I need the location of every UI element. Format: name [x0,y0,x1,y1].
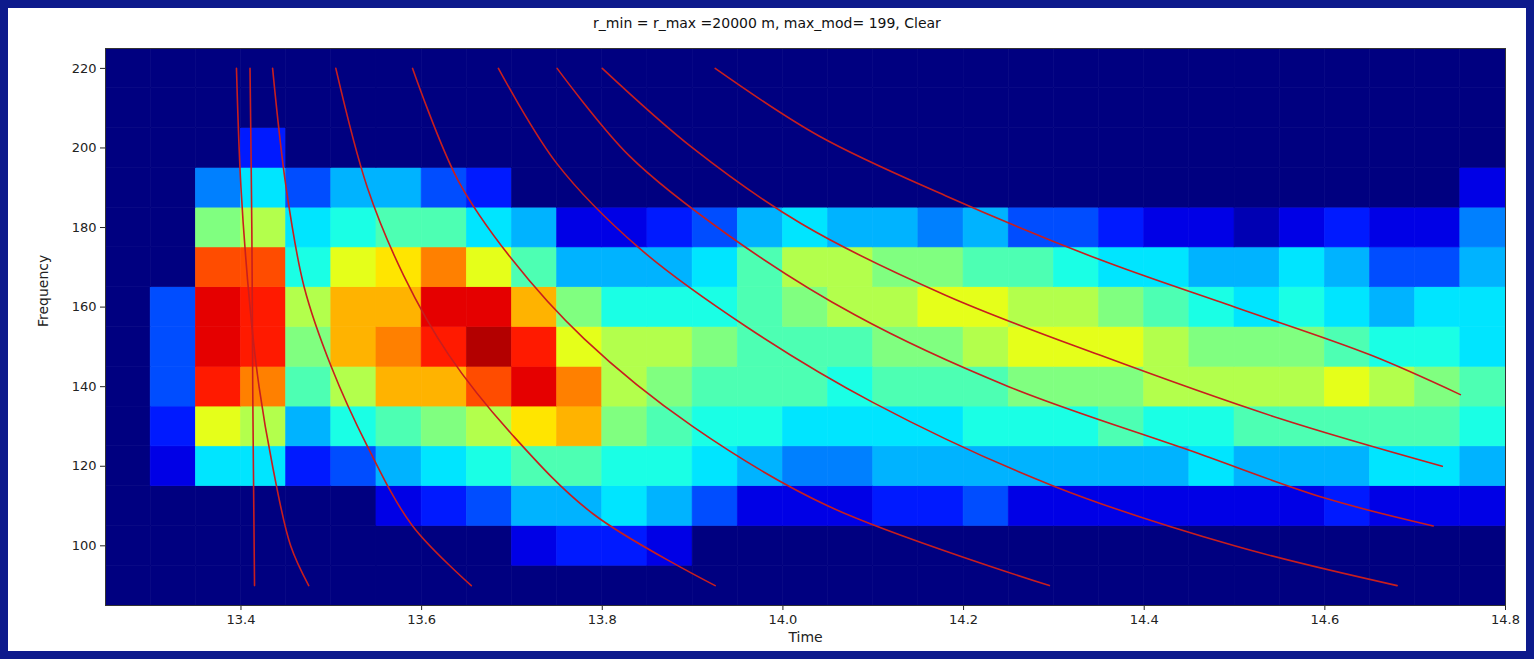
svg-text:200: 200 [72,140,97,155]
svg-text:140: 140 [72,379,97,394]
svg-text:160: 160 [72,299,97,314]
svg-text:14.8: 14.8 [1491,612,1520,627]
svg-text:220: 220 [72,61,97,76]
svg-text:180: 180 [72,220,97,235]
svg-text:14.2: 14.2 [949,612,978,627]
svg-text:13.6: 13.6 [407,612,436,627]
svg-text:14.4: 14.4 [1130,612,1159,627]
svg-text:120: 120 [72,458,97,473]
svg-text:Time: Time [787,629,822,645]
svg-text:13.4: 13.4 [227,612,256,627]
svg-text:14.6: 14.6 [1310,612,1339,627]
html-text:r_min = r_max =20000 m, max_mo: r_min = r_max =20000 m, max_mod= 199, Cl… [593,15,941,31]
svg-text:14.0: 14.0 [768,612,797,627]
svg-text:13.8: 13.8 [588,612,617,627]
svg-text:100: 100 [72,538,97,553]
svg-text:Frequency: Frequency [35,255,51,327]
